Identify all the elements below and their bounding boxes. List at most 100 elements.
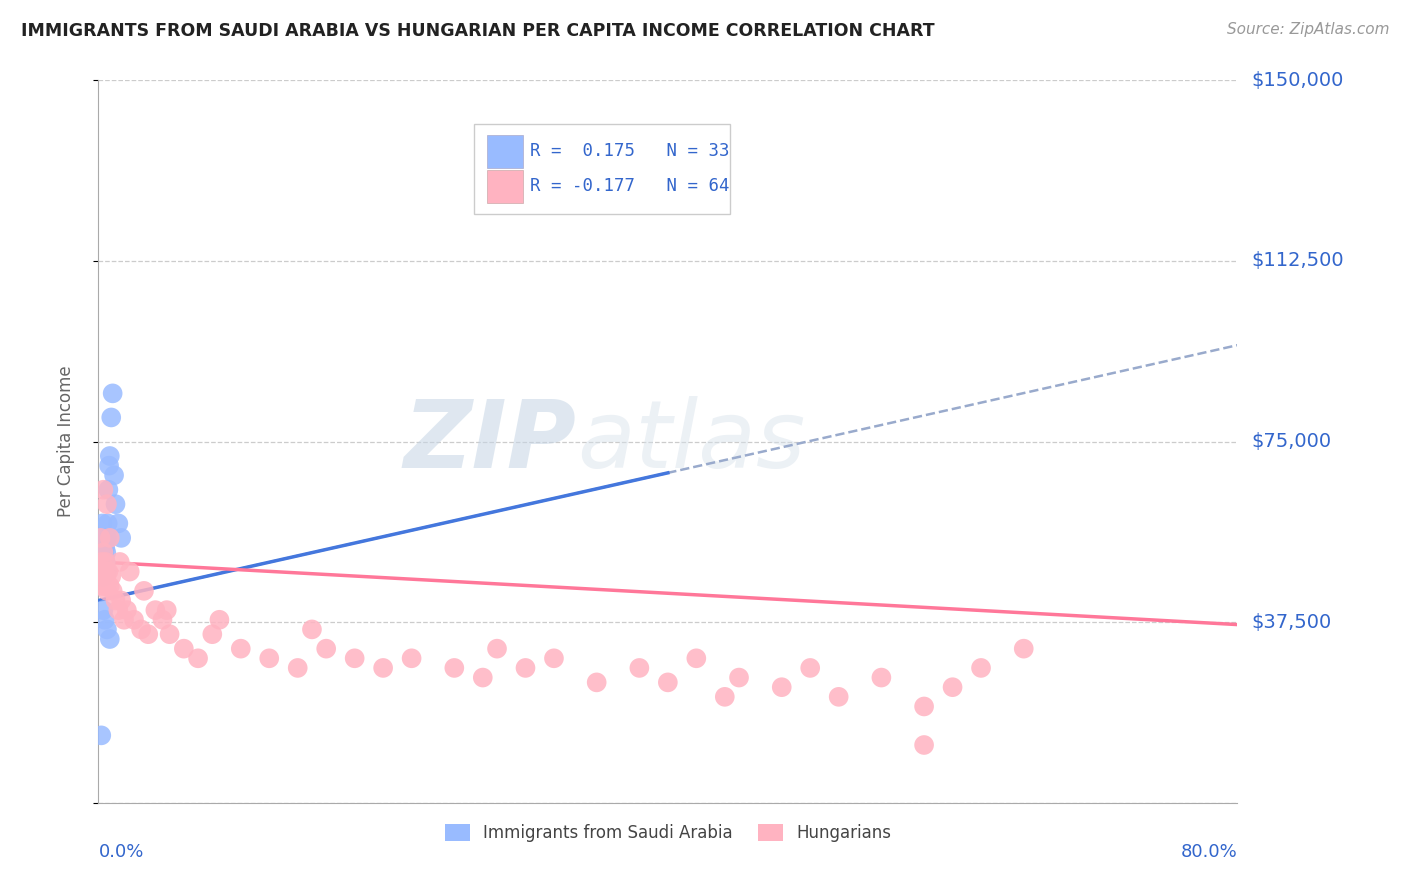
Point [96, 545, 118, 559]
FancyBboxPatch shape [486, 136, 523, 169]
Point [110, 593, 132, 607]
Point [97, 565, 120, 579]
Point [93, 565, 115, 579]
Point [90, 555, 112, 569]
Point [96, 531, 118, 545]
Point [371, 661, 394, 675]
Point [93, 603, 115, 617]
Point [287, 661, 309, 675]
Point [115, 603, 138, 617]
Point [107, 516, 129, 531]
Point [98, 531, 121, 545]
Point [173, 641, 195, 656]
Text: $150,000: $150,000 [1251, 70, 1344, 90]
Point [96, 569, 118, 583]
Point [870, 671, 893, 685]
Point [942, 680, 965, 694]
FancyBboxPatch shape [486, 169, 523, 203]
Point [90, 565, 112, 579]
Point [112, 613, 135, 627]
Point [94, 555, 117, 569]
Point [90, 545, 112, 559]
Point [103, 468, 125, 483]
Point [259, 651, 281, 665]
Point [728, 671, 751, 685]
Point [104, 497, 127, 511]
Point [91, 569, 114, 583]
Text: Source: ZipAtlas.com: Source: ZipAtlas.com [1226, 22, 1389, 37]
Text: $75,000: $75,000 [1251, 432, 1331, 451]
Point [93, 483, 115, 497]
Text: R = -0.177   N = 64: R = -0.177 N = 64 [530, 178, 730, 195]
Point [301, 623, 323, 637]
Point [98, 449, 121, 463]
Text: 0.0%: 0.0% [98, 843, 143, 861]
Point [98, 632, 121, 646]
Point [101, 583, 124, 598]
Point [90, 565, 112, 579]
Point [100, 410, 122, 425]
Point [145, 603, 167, 617]
Legend: Immigrants from Saudi Arabia, Hungarians: Immigrants from Saudi Arabia, Hungarians [439, 817, 897, 848]
Point [122, 613, 145, 627]
Point [152, 613, 174, 627]
Point [97, 516, 120, 531]
Point [93, 545, 115, 559]
Point [229, 641, 252, 656]
Point [94, 579, 117, 593]
Point [799, 661, 821, 675]
Point [486, 641, 509, 656]
Point [543, 651, 565, 665]
Y-axis label: Per Capita Income: Per Capita Income [56, 366, 75, 517]
Point [96, 497, 118, 511]
Point [90, 728, 112, 742]
Point [96, 583, 118, 598]
Point [657, 675, 679, 690]
Point [91, 516, 114, 531]
Point [343, 651, 366, 665]
Point [471, 671, 494, 685]
Point [401, 651, 423, 665]
Text: IMMIGRANTS FROM SAUDI ARABIA VS HUNGARIAN PER CAPITA INCOME CORRELATION CHART: IMMIGRANTS FROM SAUDI ARABIA VS HUNGARIA… [21, 22, 935, 40]
Point [970, 661, 993, 675]
Point [443, 661, 465, 675]
Point [91, 579, 114, 593]
Point [159, 627, 181, 641]
Point [585, 675, 607, 690]
Point [93, 545, 115, 559]
Point [90, 531, 112, 545]
Point [98, 458, 121, 473]
Point [94, 555, 117, 569]
Point [132, 583, 155, 598]
Point [94, 555, 117, 569]
Point [156, 603, 179, 617]
Point [94, 613, 117, 627]
Point [101, 386, 124, 401]
Point [93, 565, 115, 579]
Point [93, 531, 115, 545]
Point [96, 565, 118, 579]
Point [1012, 641, 1035, 656]
Point [828, 690, 851, 704]
Point [770, 680, 793, 694]
Point [107, 603, 129, 617]
Text: 80.0%: 80.0% [1181, 843, 1237, 861]
Point [187, 651, 209, 665]
Point [628, 661, 651, 675]
Point [912, 699, 935, 714]
Text: ZIP: ZIP [404, 395, 576, 488]
Point [94, 541, 117, 555]
Point [714, 690, 737, 704]
Point [91, 555, 114, 569]
Point [201, 627, 224, 641]
Point [208, 613, 231, 627]
Point [98, 579, 121, 593]
Point [515, 661, 537, 675]
Point [100, 569, 122, 583]
Point [685, 651, 707, 665]
Point [91, 531, 114, 545]
Point [315, 641, 337, 656]
Point [104, 593, 127, 607]
Text: $112,500: $112,500 [1251, 252, 1344, 270]
Point [96, 623, 118, 637]
